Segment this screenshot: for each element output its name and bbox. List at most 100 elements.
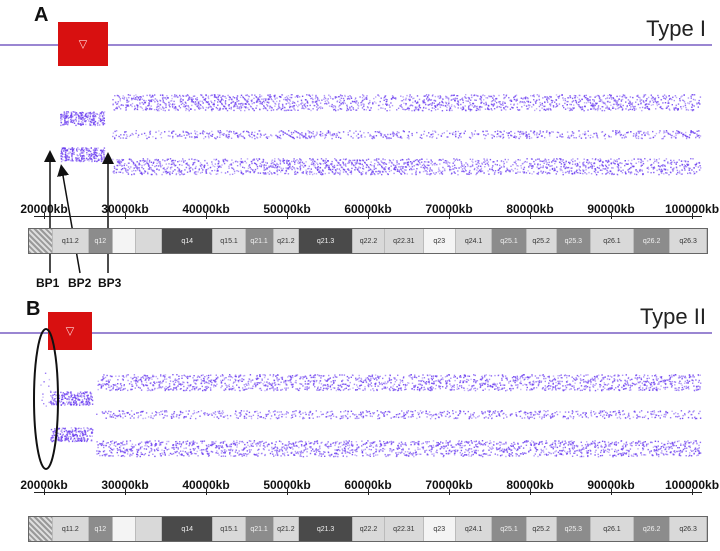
snp-point — [506, 169, 508, 171]
snp-point — [383, 169, 386, 171]
snp-point — [169, 103, 171, 105]
snp-point — [232, 106, 235, 108]
snp-point — [207, 101, 210, 103]
snp-point — [589, 96, 591, 98]
snp-point — [263, 166, 265, 169]
snp-point — [351, 164, 353, 166]
snp-point — [584, 131, 586, 133]
snp-point — [173, 107, 175, 110]
snp-point — [231, 173, 234, 175]
snp-point — [546, 96, 548, 98]
snp-point — [152, 96, 154, 98]
snp-point — [528, 137, 531, 140]
snp-point — [416, 95, 419, 97]
snp-point — [121, 168, 124, 170]
snp-point — [126, 101, 128, 103]
snp-point — [508, 132, 510, 134]
snp-point — [430, 173, 432, 175]
snp-point — [490, 168, 493, 171]
snp-point — [71, 147, 73, 149]
snp-point — [554, 168, 556, 170]
snp-point — [141, 159, 144, 162]
snp-point — [398, 170, 400, 172]
snp-point — [169, 166, 172, 169]
snp-point — [664, 98, 667, 100]
snp-point — [624, 135, 626, 137]
snp-point — [311, 132, 313, 134]
snp-point — [340, 137, 342, 139]
snp-point — [79, 116, 81, 118]
snp-point — [221, 164, 223, 166]
snp-point — [298, 96, 301, 98]
snp-point — [465, 109, 467, 112]
snp-point — [349, 95, 351, 97]
snp-point — [165, 104, 167, 107]
snp-point — [485, 102, 487, 105]
snp-point — [569, 161, 571, 164]
snp-point — [385, 163, 388, 165]
snp-point — [367, 102, 370, 105]
snp-point — [384, 134, 386, 136]
snp-point — [183, 106, 186, 108]
snp-point — [656, 103, 658, 105]
snp-point — [647, 131, 649, 133]
snp-point — [548, 133, 551, 135]
snp-point — [550, 96, 552, 98]
snp-point — [321, 169, 324, 171]
snp-point — [601, 106, 603, 108]
snp-point — [182, 105, 185, 108]
snp-point — [476, 166, 478, 168]
snp-point — [67, 398, 69, 401]
snp-point — [655, 101, 658, 104]
snp-point — [197, 171, 199, 173]
snp-point — [64, 404, 66, 406]
snp-point — [505, 95, 507, 97]
snp-point — [667, 162, 669, 165]
snp-point — [476, 95, 479, 97]
snp-point — [618, 158, 620, 160]
snp-point — [411, 166, 414, 168]
snp-point — [214, 137, 216, 139]
snp-point — [93, 153, 96, 155]
snp-point — [259, 136, 262, 138]
snp-point — [103, 120, 105, 122]
snp-point — [484, 159, 486, 162]
snp-point — [145, 106, 147, 108]
snp-point — [433, 107, 435, 109]
snp-point — [454, 172, 456, 174]
snp-point — [379, 132, 382, 135]
snp-point — [660, 105, 662, 108]
snp-point — [118, 105, 120, 108]
snp-point — [103, 117, 105, 120]
snp-point — [443, 132, 445, 134]
snp-point — [624, 164, 626, 167]
snp-point — [617, 167, 620, 169]
snp-point — [346, 109, 348, 112]
snp-point — [84, 438, 86, 440]
snp-point — [73, 111, 75, 113]
snp-point — [440, 97, 442, 99]
snp-point — [184, 160, 186, 162]
snp-point — [183, 103, 185, 106]
snp-point — [638, 130, 640, 133]
snp-point — [622, 108, 624, 110]
snp-point — [670, 137, 673, 139]
snp-point — [545, 161, 547, 163]
snp-point — [325, 102, 327, 104]
snp-point — [317, 168, 319, 171]
snp-point — [157, 102, 159, 105]
snp-point — [422, 102, 424, 104]
snp-point — [455, 130, 457, 133]
snp-point — [237, 170, 240, 173]
snp-point — [90, 155, 92, 158]
snp-point — [547, 98, 549, 100]
snp-point — [119, 161, 121, 163]
snp-point — [294, 130, 296, 132]
snp-point — [404, 166, 407, 168]
snp-point — [365, 96, 368, 99]
snp-point — [313, 104, 315, 107]
snp-point — [116, 103, 119, 105]
snp-point — [651, 163, 653, 166]
snp-point — [583, 169, 585, 172]
snp-point — [545, 131, 548, 133]
